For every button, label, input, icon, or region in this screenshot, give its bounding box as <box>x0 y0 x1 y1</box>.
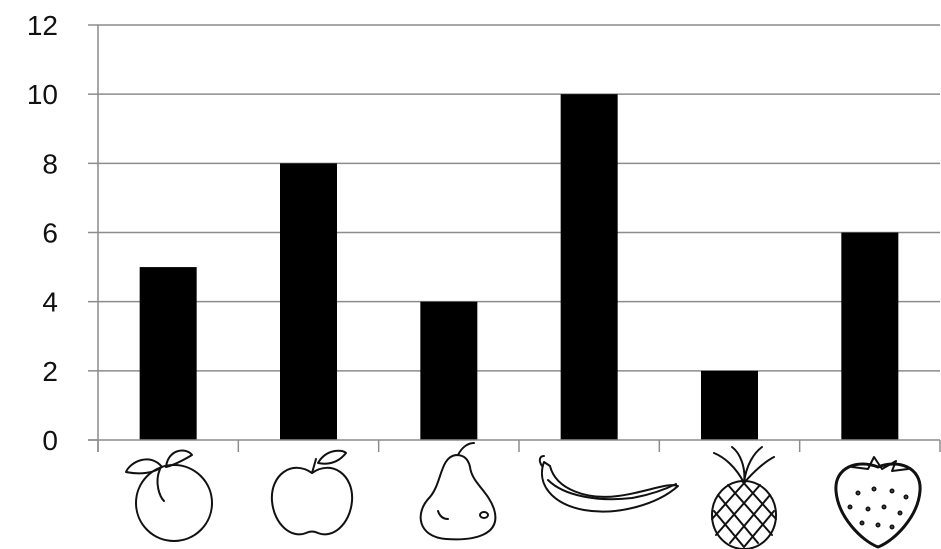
y-axis-tick-labels: 0 2 4 6 8 10 12 <box>27 10 58 456</box>
y-tick-label: 10 <box>27 79 58 110</box>
bar-strawberry <box>841 232 899 440</box>
orange-icon <box>125 449 213 542</box>
bar-orange <box>139 267 197 440</box>
pear-icon <box>419 442 497 541</box>
y-tick-label: 12 <box>27 10 58 41</box>
y-tick-label: 0 <box>42 425 58 456</box>
y-tick-label: 6 <box>42 218 58 249</box>
pineapple-icon <box>711 446 777 549</box>
category-icons <box>125 442 922 549</box>
gridlines <box>98 24 940 372</box>
y-tick-label: 8 <box>42 148 58 179</box>
strawberry-icon <box>834 456 922 549</box>
y-tick-label: 2 <box>42 356 58 387</box>
bar-pineapple <box>701 370 758 440</box>
bar-banana <box>560 94 618 441</box>
bars <box>139 94 899 441</box>
y-tick-label: 4 <box>42 287 58 318</box>
bar-apple <box>280 163 337 441</box>
axes <box>88 24 941 452</box>
bar-pear <box>420 301 478 440</box>
banana-icon <box>538 455 679 513</box>
apple-icon <box>270 449 354 536</box>
